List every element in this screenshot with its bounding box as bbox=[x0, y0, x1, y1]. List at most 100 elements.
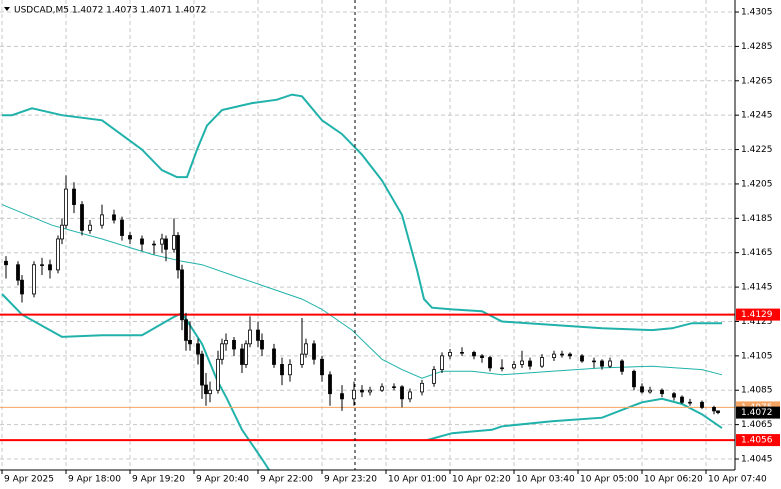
candle-body bbox=[100, 214, 104, 226]
y-tick-label: 1.4145 bbox=[741, 283, 773, 293]
x-tick-label: 10 Apr 03:40 bbox=[516, 475, 575, 485]
x-tick-label: 10 Apr 07:40 bbox=[708, 475, 767, 485]
candle-body bbox=[200, 353, 204, 386]
candle-body bbox=[80, 204, 84, 231]
candle-body bbox=[172, 235, 176, 250]
levels bbox=[0, 313, 735, 442]
candle-body bbox=[448, 352, 452, 357]
x-tick-label: 9 Apr 19:20 bbox=[132, 475, 185, 485]
candle-body bbox=[528, 360, 532, 367]
candle-body bbox=[680, 396, 684, 403]
candle-body bbox=[224, 339, 228, 345]
candle-body bbox=[440, 355, 444, 371]
candle-body bbox=[632, 370, 636, 388]
candle-body bbox=[552, 353, 556, 358]
y-tick-label: 1.4045 bbox=[741, 454, 773, 464]
candle-body bbox=[672, 393, 676, 398]
candle-body bbox=[320, 358, 324, 376]
candle-body bbox=[432, 369, 436, 384]
candle-body bbox=[20, 279, 24, 295]
grid bbox=[0, 0, 735, 470]
candle-body bbox=[560, 353, 564, 356]
candle-body bbox=[368, 389, 372, 393]
y-tick-label: 1.4285 bbox=[741, 42, 773, 52]
menu-triangle bbox=[4, 7, 10, 11]
candle-body bbox=[164, 238, 168, 250]
chart-title: USDCAD,M5 1.4072 1.4073 1.4071 1.4072 bbox=[14, 6, 206, 16]
band-line bbox=[1, 204, 723, 379]
candle-body bbox=[352, 389, 356, 400]
candle-body bbox=[56, 238, 60, 271]
candle-body bbox=[112, 214, 116, 221]
band-line bbox=[2, 93, 722, 332]
candle-body bbox=[220, 343, 224, 360]
candle-body bbox=[712, 407, 716, 412]
candle-body bbox=[256, 329, 260, 341]
candle-body bbox=[500, 367, 504, 370]
candle-body bbox=[380, 386, 384, 391]
axis-labels: 1.4305 1.4285 1.4265 1.4245 1.4225 1.4205 1.41… bbox=[1, 8, 773, 485]
x-tick-label: 9 Apr 18:00 bbox=[68, 475, 121, 485]
y-tick-label: 1.4085 bbox=[741, 386, 773, 396]
candle-body bbox=[4, 260, 8, 266]
x-tick-label: 9 Apr 23:20 bbox=[324, 475, 377, 485]
candle-body bbox=[244, 343, 248, 365]
candle-body bbox=[288, 364, 292, 376]
y-tick-label: 1.4305 bbox=[741, 8, 773, 18]
candle-body bbox=[248, 329, 252, 345]
candle-body bbox=[408, 391, 412, 400]
candle-body bbox=[128, 235, 132, 240]
y-tick-label: 1.4265 bbox=[741, 76, 773, 86]
candle-body bbox=[176, 235, 180, 271]
candle-body bbox=[688, 401, 692, 404]
candle-body bbox=[620, 360, 624, 372]
candle-body bbox=[400, 386, 404, 400]
candle-body bbox=[580, 355, 584, 362]
candle-body bbox=[16, 264, 20, 281]
candle-body bbox=[88, 224, 92, 231]
candle-body bbox=[64, 188, 68, 226]
candle-body bbox=[40, 264, 44, 266]
candle-body bbox=[568, 353, 572, 357]
y-tick-label: 1.4245 bbox=[741, 111, 773, 121]
candle-body bbox=[304, 343, 308, 355]
candle-body bbox=[140, 238, 144, 245]
candle-body bbox=[32, 264, 36, 295]
candle-body bbox=[648, 389, 652, 393]
candle-body bbox=[700, 401, 704, 408]
candle-body bbox=[272, 348, 276, 365]
candle-body bbox=[72, 188, 76, 205]
candle-body bbox=[188, 339, 192, 345]
y-tick-label: 1.4205 bbox=[741, 179, 773, 189]
candle-body bbox=[152, 243, 156, 246]
level-label: 1.4056 bbox=[741, 436, 773, 446]
candle-body bbox=[232, 339, 236, 350]
candles bbox=[4, 175, 720, 415]
candle-body bbox=[60, 224, 64, 240]
candle-body bbox=[608, 360, 612, 367]
candle-body bbox=[540, 357, 544, 367]
candle-body bbox=[120, 219, 124, 236]
x-tick-label: 9 Apr 20:40 bbox=[196, 475, 249, 485]
candle-body bbox=[240, 348, 244, 365]
candle-body bbox=[184, 319, 188, 341]
y-tick-label: 1.4225 bbox=[741, 145, 773, 155]
x-tick-label: 9 Apr 22:00 bbox=[260, 475, 313, 485]
x-tick-label: 10 Apr 02:20 bbox=[452, 475, 511, 485]
candle-body bbox=[280, 364, 284, 376]
candle-body bbox=[340, 393, 344, 400]
candle-body bbox=[512, 364, 516, 369]
candle-body bbox=[196, 343, 200, 355]
candle-body bbox=[204, 384, 208, 395]
candle-body bbox=[392, 386, 396, 388]
y-tick-label: 1.4065 bbox=[741, 420, 773, 430]
candle-body bbox=[328, 374, 332, 395]
candle-body bbox=[300, 353, 304, 365]
candle-body bbox=[360, 389, 364, 393]
candle-body bbox=[480, 355, 484, 358]
candle-body bbox=[160, 238, 164, 245]
current-price-tag bbox=[736, 406, 780, 419]
